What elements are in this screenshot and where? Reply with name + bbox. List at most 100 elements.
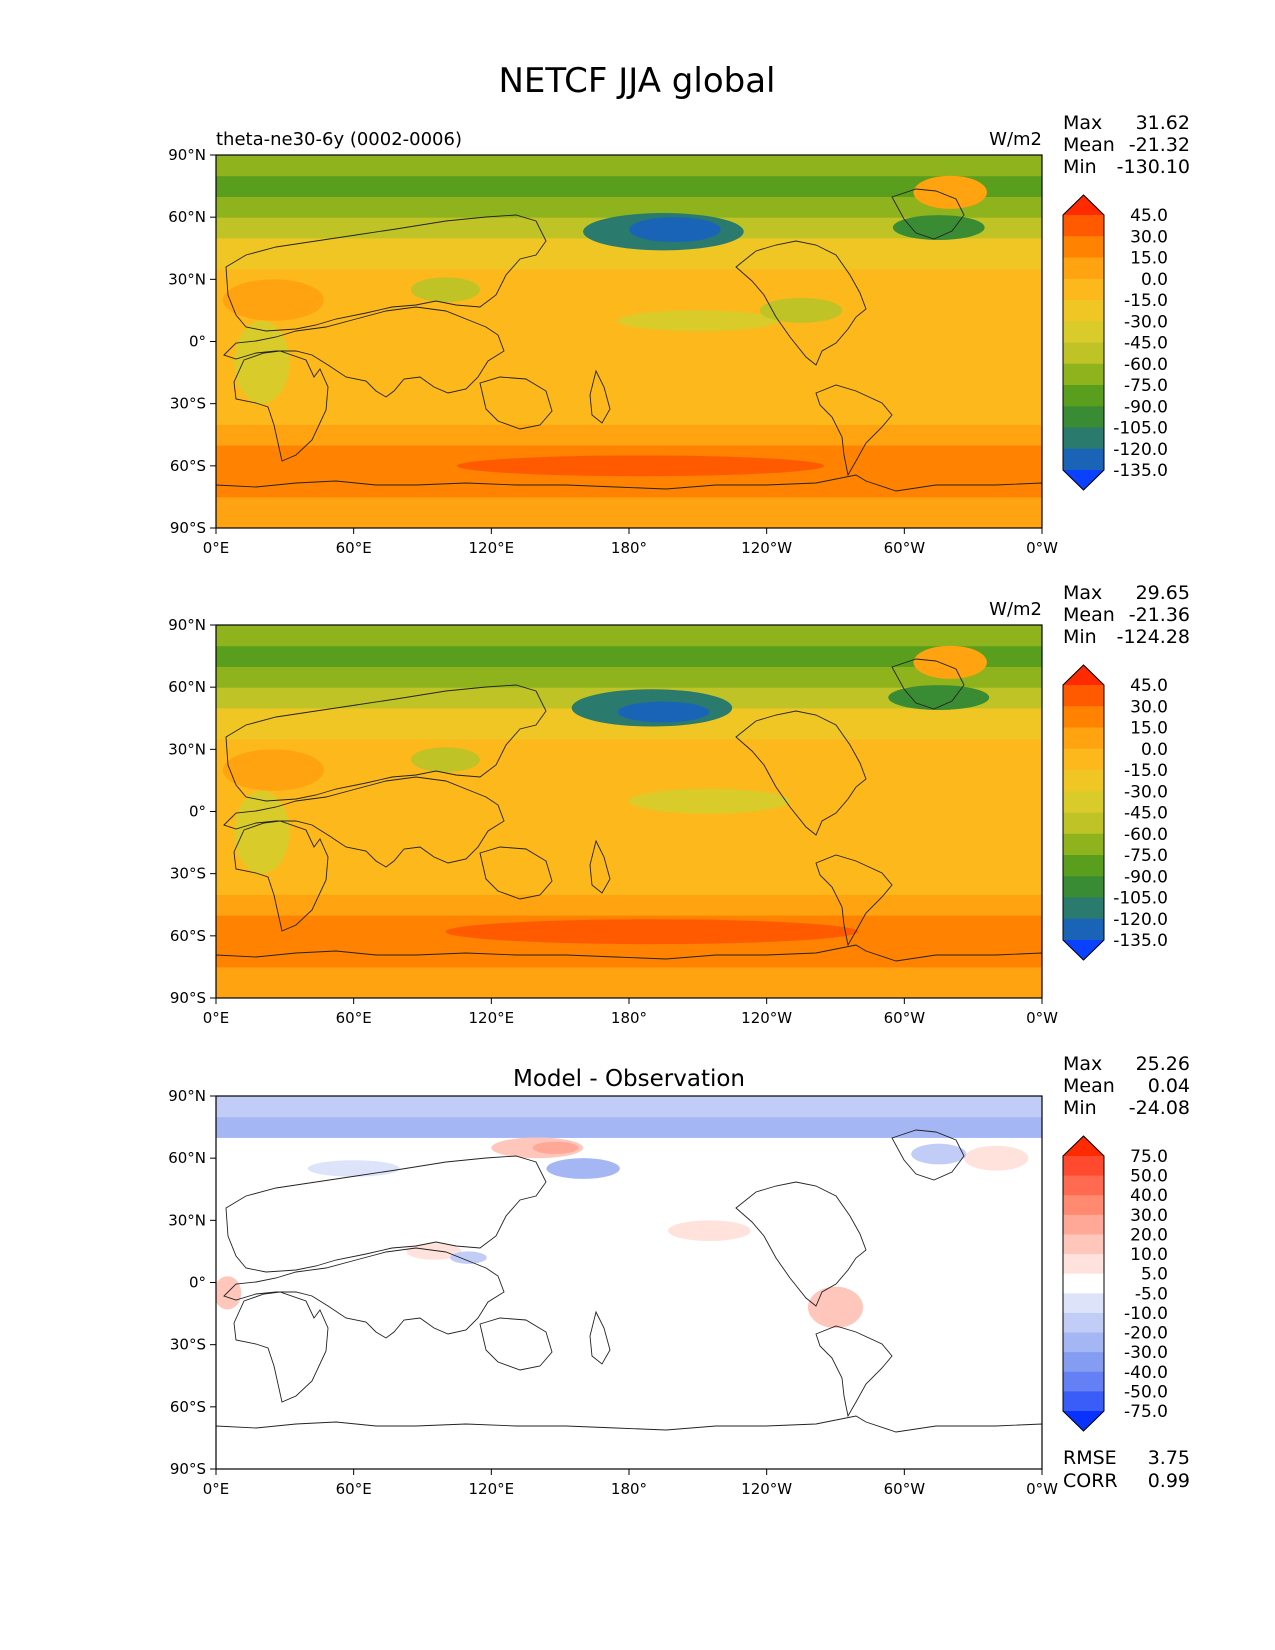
field-band-1 (216, 1116, 1042, 1138)
stat-value-max: 29.65 (1136, 582, 1190, 604)
colorbar-level-label: -40.0 (1124, 1363, 1168, 1383)
colorbar-segment (1063, 1312, 1104, 1333)
x-tick-label: 0°W (1026, 1009, 1058, 1027)
colorbar-outline (1062, 1135, 1105, 1432)
x-tick-label: 60°W (884, 1480, 926, 1498)
x-tick-label: 180° (611, 1480, 647, 1498)
colorbar-segment (1063, 215, 1104, 237)
stat-label-mean: Mean (1063, 604, 1115, 626)
x-tick-label: 120°E (469, 1480, 515, 1498)
colorbar-segment (1063, 1195, 1104, 1216)
colorbar-extend-min (1063, 470, 1104, 490)
panel-difference: 0°E 60°E 120°E 180° 120°W 60°W 0°W 90°N 60°N 30°N… (168, 1053, 1190, 1498)
colorbar-level-label: -120.0 (1113, 910, 1168, 930)
x-tick-label: 0°E (203, 1009, 230, 1027)
x-tick-label: 0°W (1026, 1480, 1058, 1498)
colorbar-segment (1063, 300, 1104, 322)
y-tick-label: 30°S (170, 865, 206, 883)
field-feature-8 (759, 297, 843, 323)
stat-label-min: Min (1063, 156, 1097, 178)
y-tick-label: 60°S (170, 927, 206, 945)
stat-value-max: 31.62 (1136, 112, 1190, 134)
x-tick-label: 60°W (884, 1009, 926, 1027)
field-feature-5 (629, 788, 790, 814)
colorbar-level-label: 30.0 (1130, 227, 1168, 247)
colorbar-level-label: -45.0 (1124, 334, 1168, 354)
x-tick-label: 0°E (203, 539, 230, 557)
colorbar-level-label: 45.0 (1130, 676, 1168, 696)
field-feature-4 (222, 279, 324, 321)
figure-title: NETCF JJA global (498, 61, 775, 101)
field-feature-3 (807, 1286, 864, 1329)
field-band-9 (216, 666, 1042, 688)
field-band-11 (216, 155, 1042, 177)
colorbar-segment (1063, 876, 1104, 898)
field-feature-6 (411, 747, 480, 773)
colorbar-segment (1063, 1254, 1104, 1275)
corr-label: CORR (1063, 1470, 1118, 1492)
colorbar-segment (1063, 706, 1104, 728)
field-band-10 (216, 645, 1042, 667)
colorbar-segment (1063, 1156, 1104, 1177)
stat-label-mean: Mean (1063, 134, 1115, 156)
colorbar-segment (1063, 236, 1104, 258)
colorbar-extend-max (1063, 195, 1104, 215)
corr-value: 0.99 (1148, 1470, 1190, 1492)
field-band-5 (216, 790, 1042, 854)
y-tick-label: 90°N (168, 616, 206, 634)
colorbar-segment (1063, 833, 1104, 856)
field-feature-8 (307, 1160, 400, 1177)
stat-label-max: Max (1063, 112, 1102, 134)
colorbar-segment (1063, 897, 1104, 920)
colorbar-segment (1063, 363, 1104, 386)
colorbar-segment (1063, 1234, 1104, 1255)
colorbar-level-label: 0.0 (1141, 740, 1168, 760)
colorbar-level-label: -30.0 (1124, 782, 1168, 802)
panel-units: W/m2 (989, 599, 1042, 620)
colorbar-segment (1063, 685, 1104, 707)
field-feature-3 (913, 175, 987, 209)
field-feature-7 (963, 1145, 1029, 1171)
colorbar-segment (1063, 1352, 1104, 1373)
field-band-6 (216, 268, 1042, 322)
x-tick-label: 60°W (884, 539, 926, 557)
colorbar-level-label: -75.0 (1124, 846, 1168, 866)
colorbar-level-label: -90.0 (1124, 397, 1168, 417)
colorbar-level-label: 50.0 (1130, 1167, 1168, 1187)
x-tick-label: 180° (611, 1009, 647, 1027)
colorbar-level-label: -30.0 (1124, 1343, 1168, 1363)
field-feature-9 (450, 1251, 487, 1264)
colorbar-segment (1063, 1293, 1104, 1314)
colorbar-extend-min (1063, 940, 1104, 960)
x-tick-label: 60°E (336, 1009, 372, 1027)
colorbar-extend-min (1063, 1411, 1104, 1431)
y-tick-label: 60°N (168, 208, 206, 226)
colorbar-level-label: -75.0 (1124, 376, 1168, 396)
y-tick-label: 90°N (168, 146, 206, 164)
x-tick-label: 0°E (203, 1480, 230, 1498)
colorbar-level-label: -15.0 (1124, 761, 1168, 781)
colorbar-level-label: -5.0 (1135, 1284, 1168, 1304)
colorbar-segment (1063, 1175, 1104, 1196)
colorbar-level-label: -45.0 (1124, 804, 1168, 824)
field-band-3 (216, 894, 1042, 916)
colorbar-level-label: -135.0 (1113, 461, 1168, 481)
colorbar-extend-max (1063, 665, 1104, 685)
colorbar-segment (1063, 727, 1104, 750)
panel-title: Model - Observation (513, 1066, 745, 1092)
field-band-6 (216, 738, 1042, 792)
y-tick-label: 90°N (168, 1087, 206, 1105)
colorbar-level-label: 15.0 (1130, 249, 1168, 269)
x-tick-label: 120°E (469, 539, 515, 557)
y-tick-label: 30°N (168, 270, 206, 288)
field-band-0 (216, 1137, 1042, 1469)
colorbar-segment (1063, 1391, 1104, 1412)
colorbar-level-label: -10.0 (1124, 1304, 1168, 1324)
panel-test-model: 0°E 60°E 120°E 180° 120°W 60°W 0°W 90°N 60°N 30°N… (168, 112, 1190, 557)
y-tick-label: 90°S (170, 989, 206, 1007)
colorbar-outline (1062, 664, 1105, 961)
colorbar-level-label: -135.0 (1113, 931, 1168, 951)
y-tick-label: 60°S (170, 457, 206, 475)
x-tick-label: 60°E (336, 539, 372, 557)
